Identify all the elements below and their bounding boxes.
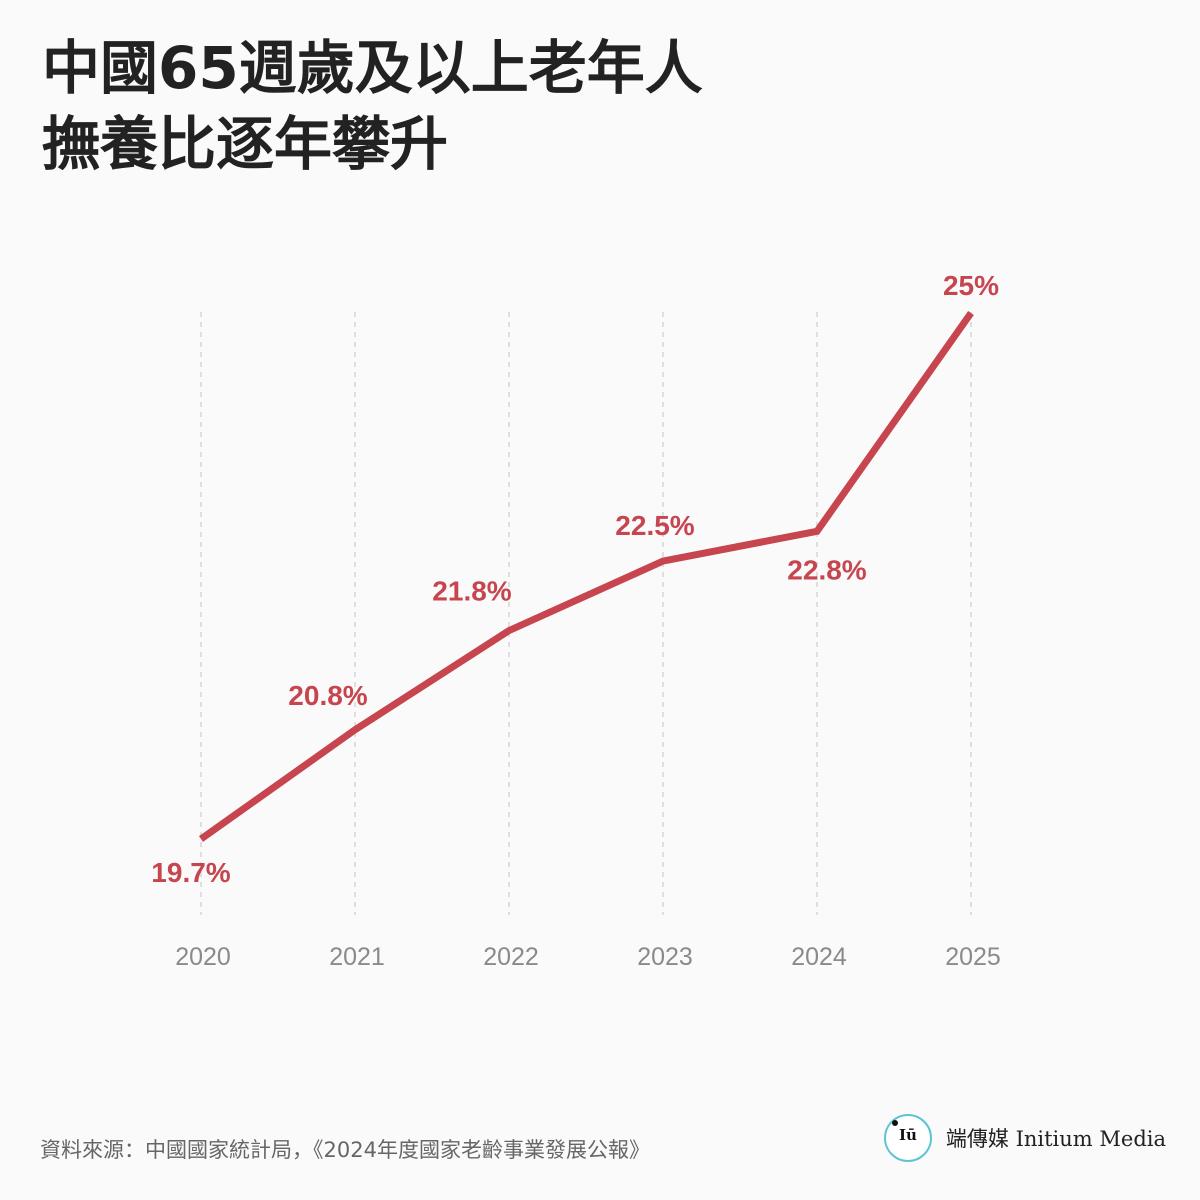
x-tick-label: 2021 bbox=[329, 943, 385, 971]
source-note: 資料來源：中國國家統計局，《2024年度國家老齡事業發展公報》 bbox=[40, 1138, 650, 1162]
series-line-layer bbox=[198, 310, 974, 842]
data-labels: 19.7% 20.8% 21.8% 22.5% 22.8% 25% bbox=[151, 270, 999, 888]
title-line-2: 撫養比逐年攀升 bbox=[42, 110, 449, 178]
brand: Iū 端傳媒 Initium Media bbox=[883, 1114, 1166, 1162]
x-tick-label: 2023 bbox=[637, 943, 693, 971]
data-label: 22.8% bbox=[787, 554, 866, 585]
logo-glyph: Iū bbox=[898, 1126, 917, 1144]
initium-logo-icon: Iū bbox=[883, 1114, 932, 1162]
data-label: 20.8% bbox=[288, 680, 367, 711]
x-axis-ticks: 2020 2021 2022 2023 2024 2025 bbox=[175, 943, 1001, 971]
data-label: 21.8% bbox=[432, 576, 511, 607]
series-line bbox=[198, 310, 974, 842]
x-tick-label: 2020 bbox=[175, 943, 231, 971]
data-label: 22.5% bbox=[615, 510, 694, 541]
grid-lines bbox=[200, 312, 972, 915]
x-tick-label: 2022 bbox=[483, 943, 539, 971]
x-tick-label: 2025 bbox=[945, 943, 1001, 971]
data-label: 25% bbox=[943, 270, 999, 301]
brand-name: 端傳媒 Initium Media bbox=[945, 1127, 1166, 1151]
x-tick-label: 2024 bbox=[791, 943, 847, 971]
page-title: 中國65週歲及以上老年人 撫養比逐年攀升 bbox=[42, 30, 1142, 182]
title-line-1: 中國65週歲及以上老年人 bbox=[42, 34, 703, 102]
data-label: 19.7% bbox=[151, 857, 230, 888]
